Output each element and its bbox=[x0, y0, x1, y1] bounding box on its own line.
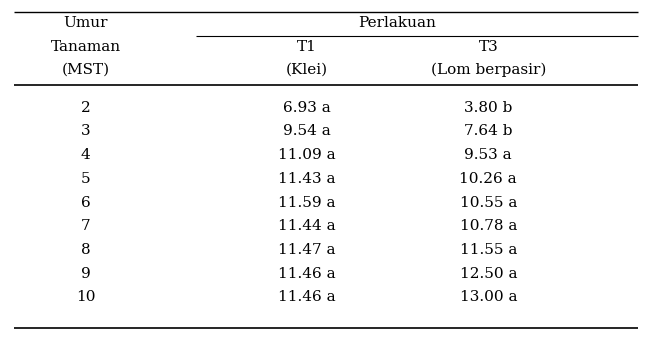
Text: 9.53 a: 9.53 a bbox=[464, 148, 512, 162]
Text: Umur: Umur bbox=[63, 16, 108, 30]
Text: 10.78 a: 10.78 a bbox=[460, 219, 517, 233]
Text: 9.54 a: 9.54 a bbox=[283, 124, 331, 138]
Text: Perlakuan: Perlakuan bbox=[359, 16, 436, 30]
Text: 8: 8 bbox=[81, 243, 91, 257]
Text: (Klei): (Klei) bbox=[286, 63, 327, 76]
Text: Tanaman: Tanaman bbox=[51, 40, 121, 54]
Text: (Lom berpasir): (Lom berpasir) bbox=[430, 63, 546, 77]
Text: 11.09 a: 11.09 a bbox=[278, 148, 335, 162]
Text: 11.59 a: 11.59 a bbox=[278, 195, 335, 209]
Text: 13.00 a: 13.00 a bbox=[460, 290, 517, 304]
Text: 11.46 a: 11.46 a bbox=[278, 267, 335, 281]
Text: 5: 5 bbox=[81, 172, 91, 186]
Text: 9: 9 bbox=[81, 267, 91, 281]
Text: T1: T1 bbox=[297, 40, 316, 54]
Text: 6: 6 bbox=[81, 195, 91, 209]
Text: 6.93 a: 6.93 a bbox=[283, 101, 331, 115]
Text: 7.64 b: 7.64 b bbox=[464, 124, 512, 138]
Text: 10.26 a: 10.26 a bbox=[460, 172, 517, 186]
Text: 12.50 a: 12.50 a bbox=[460, 267, 517, 281]
Text: 3: 3 bbox=[81, 124, 91, 138]
Text: 10.55 a: 10.55 a bbox=[460, 195, 517, 209]
Text: 10: 10 bbox=[76, 290, 96, 304]
Text: 7: 7 bbox=[81, 219, 91, 233]
Text: (MST): (MST) bbox=[62, 63, 110, 76]
Text: 11.47 a: 11.47 a bbox=[278, 243, 335, 257]
Text: 11.55 a: 11.55 a bbox=[460, 243, 517, 257]
Text: 2: 2 bbox=[81, 101, 91, 115]
Text: T3: T3 bbox=[479, 40, 498, 54]
Text: 3.80 b: 3.80 b bbox=[464, 101, 512, 115]
Text: 11.43 a: 11.43 a bbox=[278, 172, 335, 186]
Text: 4: 4 bbox=[81, 148, 91, 162]
Text: 11.44 a: 11.44 a bbox=[278, 219, 335, 233]
Text: 11.46 a: 11.46 a bbox=[278, 290, 335, 304]
